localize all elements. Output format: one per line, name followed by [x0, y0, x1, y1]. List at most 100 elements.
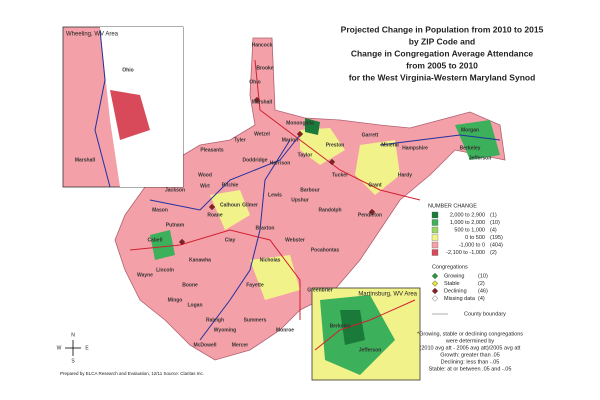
- county-label: Upshur: [291, 197, 309, 203]
- road: [129, 229, 301, 320]
- county-label: Taylor: [298, 152, 313, 158]
- martinsburg-inset: [311, 287, 421, 381]
- legend-swatch: [431, 211, 439, 219]
- county-label: Wirt: [200, 183, 210, 189]
- legend-swatch: [431, 241, 439, 249]
- legend-label: 1,000 to 2,000: [450, 220, 485, 226]
- road: [314, 299, 416, 351]
- legend-title: NUMBER CHANGE: [428, 203, 477, 209]
- title-line: Change in Congregation Average Attendanc…: [351, 48, 534, 58]
- congregation-marker: [368, 208, 376, 216]
- county-label: Braxton: [256, 225, 275, 231]
- legend-label: -2,100 to -1,000: [446, 250, 485, 256]
- county-label: Doddridge: [243, 157, 268, 163]
- road: [379, 134, 501, 146]
- footer: Prepared by ELCA Research and Evaluation…: [60, 371, 204, 376]
- county-label: Lewis: [268, 192, 282, 198]
- legend-count: (195): [490, 235, 503, 241]
- county-label: Monongalia: [286, 120, 314, 126]
- legend-label: -1,000 to 0: [459, 242, 485, 248]
- county-label: Hampshire: [402, 145, 428, 151]
- legend-title: Congregations: [432, 264, 468, 270]
- county-label: Mineral: [381, 142, 399, 148]
- legend-count: (10): [478, 273, 488, 279]
- congregation-marker: [328, 158, 336, 166]
- county-label: Ritchie: [222, 182, 239, 188]
- county-label: Ohio: [122, 67, 133, 73]
- county-label: Calhoun: [220, 202, 240, 208]
- note-line: (2010 avg att - 2005 avg att)/2005 avg a…: [420, 345, 521, 351]
- county-label: Pendleton: [358, 212, 382, 218]
- region-patch: [110, 90, 150, 140]
- region-patch: [305, 118, 320, 135]
- county-label: Tucker: [332, 172, 348, 178]
- road: [149, 134, 301, 211]
- county-label: Jefferson: [469, 155, 492, 161]
- wheeling-inset: [62, 26, 184, 188]
- state-map: [114, 37, 506, 361]
- legend-label: Declining: [444, 288, 467, 294]
- congregation-marker: [296, 130, 304, 138]
- county-label: Clay: [225, 237, 236, 243]
- title-line: from 2005 to 2010: [406, 60, 478, 70]
- compass-letter: N: [71, 332, 75, 338]
- legend-swatch: [431, 219, 439, 226]
- legend-count: (4): [490, 227, 497, 233]
- county-label: Randolph: [318, 207, 341, 213]
- county-label: Putnam: [166, 222, 185, 228]
- legend-label: 500 to 1,000: [454, 227, 485, 233]
- road: [254, 59, 421, 201]
- note-line: were determined by: [445, 338, 495, 344]
- county-label: Tyler: [234, 137, 246, 143]
- county-label: Berkeley: [330, 323, 351, 329]
- county-label: Gilmer: [242, 202, 258, 208]
- legend-label: Stable: [444, 281, 460, 287]
- legend-label: Growing: [444, 273, 464, 279]
- county-label: Wayne: [137, 272, 153, 278]
- region-patch: [455, 120, 500, 160]
- legend-swatch: [431, 249, 439, 256]
- county-label: Marion: [282, 137, 298, 143]
- legend-marker: [431, 287, 439, 295]
- congregation-marker: [208, 203, 216, 211]
- county-label: Raleigh: [206, 317, 224, 323]
- congregation-marker: [178, 238, 186, 246]
- legend-swatch: [431, 226, 439, 234]
- legend-marker: [431, 280, 439, 287]
- compass-letter: W: [57, 345, 62, 351]
- title-line: Projected Change in Population from 2010…: [341, 24, 544, 34]
- county-label: Pocahontas: [311, 247, 340, 253]
- county-label: Preston: [326, 142, 345, 148]
- county-label: Jefferson: [359, 347, 382, 353]
- note-line: Stable: at or between .05 and -.05: [429, 366, 512, 372]
- county-label: Webster: [285, 237, 305, 243]
- legend-marker: [431, 272, 439, 280]
- county-label: Morgan: [461, 127, 479, 133]
- county-label: Brooke: [256, 65, 273, 71]
- county-label: Wood: [198, 172, 212, 178]
- legend-label: 0 to 500: [465, 235, 485, 241]
- legend-count: (2): [478, 281, 485, 287]
- county-label: Mercer: [232, 342, 248, 348]
- legend-label: Missing data: [444, 296, 476, 302]
- county-label: Berkeley: [460, 145, 481, 151]
- region-patch: [150, 230, 175, 260]
- county-label: McDowell: [193, 342, 217, 348]
- county-label: Pleasants: [200, 147, 224, 153]
- county-label: Roane: [207, 212, 223, 218]
- county-label: Summers: [244, 317, 267, 323]
- county-label: Monroe: [276, 327, 294, 333]
- note-line: Growth: greater than .05: [440, 352, 500, 358]
- legend-count: (10): [490, 220, 500, 226]
- note-line: Declining: less than -.05: [441, 359, 500, 365]
- county-label: Greenbrier: [307, 287, 333, 293]
- county-label: Marshall: [252, 99, 273, 105]
- county-label: Fayette: [246, 282, 264, 288]
- congregation-marker: [253, 96, 261, 104]
- county-label: Wetzel: [254, 131, 270, 137]
- title-line: by ZIP Code and: [409, 36, 475, 46]
- legend-count: (4): [478, 296, 485, 302]
- legend-label: 2,000 to 2,900: [450, 212, 485, 218]
- county-label: Grant: [368, 182, 382, 188]
